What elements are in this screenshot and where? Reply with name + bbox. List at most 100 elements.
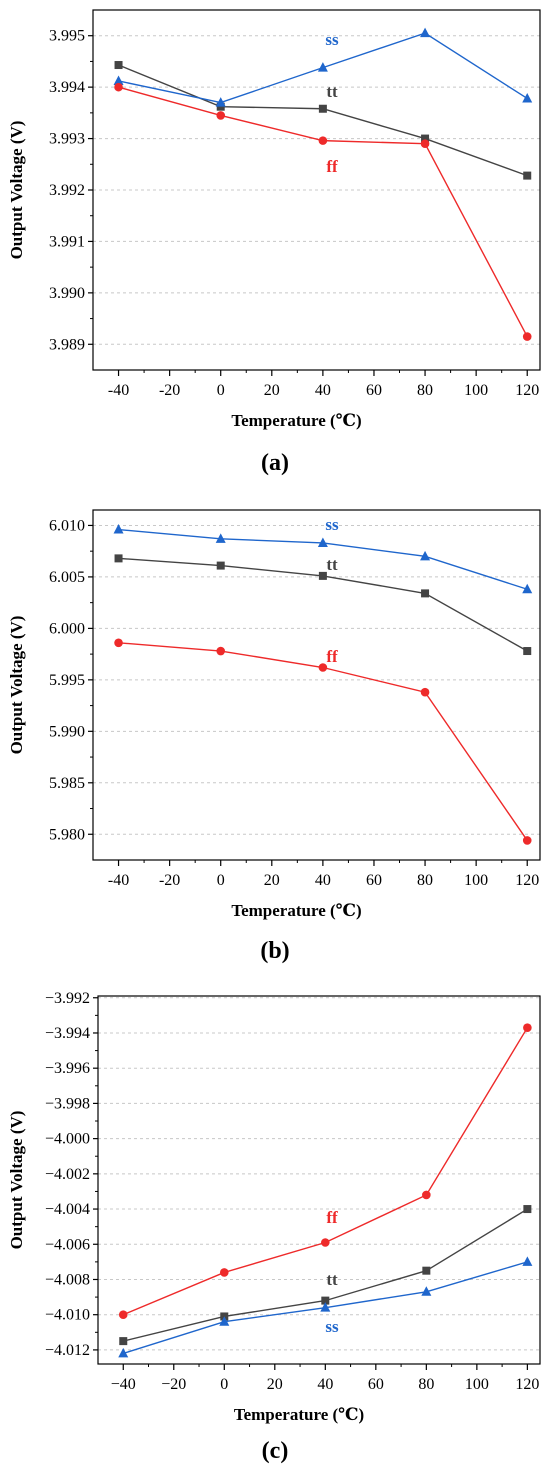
y-tick-label: 5.980 — [49, 826, 85, 843]
series-label-tt: tt — [326, 82, 338, 101]
x-tick-label: 100 — [464, 382, 488, 399]
x-axis-title: Temperature (℃) — [231, 411, 361, 430]
series-label-ss: ss — [325, 30, 339, 49]
x-tick-label: 60 — [366, 382, 382, 399]
y-tick-label: −3.996 — [45, 1060, 90, 1077]
data-point-tt — [422, 1266, 431, 1275]
x-axis-title: Temperature (℃) — [231, 901, 361, 920]
data-point-ss — [420, 550, 431, 561]
series-ff: ff — [114, 82, 532, 341]
data-point-ff — [523, 1023, 532, 1032]
data-point-tt — [114, 554, 123, 563]
data-point-tt — [523, 647, 532, 656]
data-point-ff — [321, 1238, 330, 1247]
data-point-ff — [318, 663, 328, 672]
series-line-ff — [122, 1027, 528, 1316]
y-tick-label: −3.994 — [45, 1025, 90, 1042]
data-point-ss — [421, 1286, 432, 1296]
data-point-ss — [215, 533, 226, 543]
x-tick-label: 20 — [264, 872, 280, 889]
x-tick-label: 80 — [417, 872, 433, 889]
data-point-tt — [114, 61, 123, 70]
y-tick-label: 6.010 — [49, 517, 85, 534]
data-point-tt — [523, 1205, 532, 1214]
series-label-tt: tt — [326, 555, 338, 574]
x-tick-label: 100 — [464, 872, 488, 889]
panel-label: (c) — [262, 1438, 289, 1464]
y-tick-label: 3.994 — [49, 79, 85, 96]
series-ss: ss — [113, 27, 533, 107]
x-tick-label: 60 — [366, 872, 382, 889]
y-tick-label: −3.998 — [45, 1095, 90, 1112]
series-label-ss: ss — [325, 1317, 339, 1336]
data-point-ff — [219, 1268, 229, 1277]
y-tick-label: 3.989 — [49, 336, 85, 353]
plot-frame — [92, 509, 541, 861]
data-point-ss — [118, 1347, 129, 1358]
x-tick-label: 80 — [418, 1376, 434, 1393]
data-point-tt — [421, 134, 430, 143]
data-point-ss — [113, 524, 124, 534]
data-point-tt — [216, 102, 225, 111]
series-label-ff: ff — [326, 157, 338, 176]
y-axis-title: Output Voltage (V) — [7, 1111, 26, 1250]
series-tt: tt — [114, 554, 532, 656]
x-axis-title: Temperature (℃) — [234, 1405, 364, 1424]
x-tick-label: −40 — [111, 1376, 136, 1393]
data-point-ss — [317, 62, 328, 72]
y-tick-label: −4.010 — [45, 1307, 90, 1324]
y-axis-title: Output Voltage (V) — [7, 121, 26, 260]
x-tick-label: 80 — [417, 382, 433, 399]
series-ss: ss — [118, 1256, 533, 1358]
data-point-ff — [216, 646, 226, 656]
y-tick-label: 3.991 — [49, 233, 85, 250]
data-point-ss — [522, 92, 533, 103]
data-point-ff — [114, 638, 123, 648]
y-tick-label: −4.008 — [45, 1271, 90, 1288]
data-point-tt — [321, 1296, 330, 1305]
y-tick-label: −4.006 — [45, 1236, 90, 1253]
data-point-tt — [216, 561, 225, 570]
y-tick-label: −4.012 — [45, 1342, 90, 1359]
y-tick-label: −4.002 — [45, 1166, 90, 1183]
x-tick-label: 120 — [515, 872, 539, 889]
x-tick-label: 20 — [264, 382, 280, 399]
y-tick-label: −3.992 — [45, 990, 90, 1007]
y-tick-label: 6.000 — [49, 620, 85, 637]
data-point-tt — [119, 1337, 128, 1346]
series-label-tt: tt — [326, 1270, 338, 1289]
data-point-ss — [219, 1316, 230, 1326]
data-point-tt — [523, 171, 532, 180]
x-tick-label: 0 — [217, 872, 225, 889]
x-tick-label: 40 — [315, 382, 331, 399]
y-tick-label: 3.993 — [49, 131, 85, 148]
series-line-ff — [118, 642, 528, 841]
x-tick-label: 0 — [217, 382, 225, 399]
data-point-ff — [114, 82, 123, 92]
y-axis-title: Output Voltage (V) — [7, 616, 26, 755]
y-tick-label: 6.005 — [49, 569, 85, 586]
data-point-ff — [522, 332, 532, 341]
data-point-ff — [118, 1310, 128, 1319]
x-tick-label: -20 — [159, 382, 180, 399]
data-point-ss — [317, 537, 328, 547]
y-tick-label: −4.000 — [45, 1131, 90, 1148]
data-point-tt — [318, 104, 327, 113]
y-tick-label: 3.995 — [49, 28, 85, 45]
data-point-ss — [522, 583, 533, 594]
chart-panel-1: 3.989 3.990 3.991 3.992 3.993 3.994 3.995 -40 -2… — [7, 9, 541, 476]
data-point-tt — [318, 571, 327, 580]
x-tick-label: -40 — [108, 382, 129, 399]
y-tick-label: 3.992 — [49, 182, 85, 199]
data-point-ss — [320, 1302, 331, 1312]
x-tick-label: 40 — [315, 872, 331, 889]
data-point-tt — [421, 589, 430, 598]
x-tick-label: -40 — [108, 872, 129, 889]
y-tick-label: −4.004 — [45, 1201, 90, 1218]
data-point-ff — [422, 1190, 431, 1200]
data-point-ss — [215, 97, 226, 107]
y-tick-label: 3.990 — [49, 285, 85, 302]
data-point-ff — [420, 687, 430, 697]
x-tick-label: 20 — [267, 1376, 283, 1393]
